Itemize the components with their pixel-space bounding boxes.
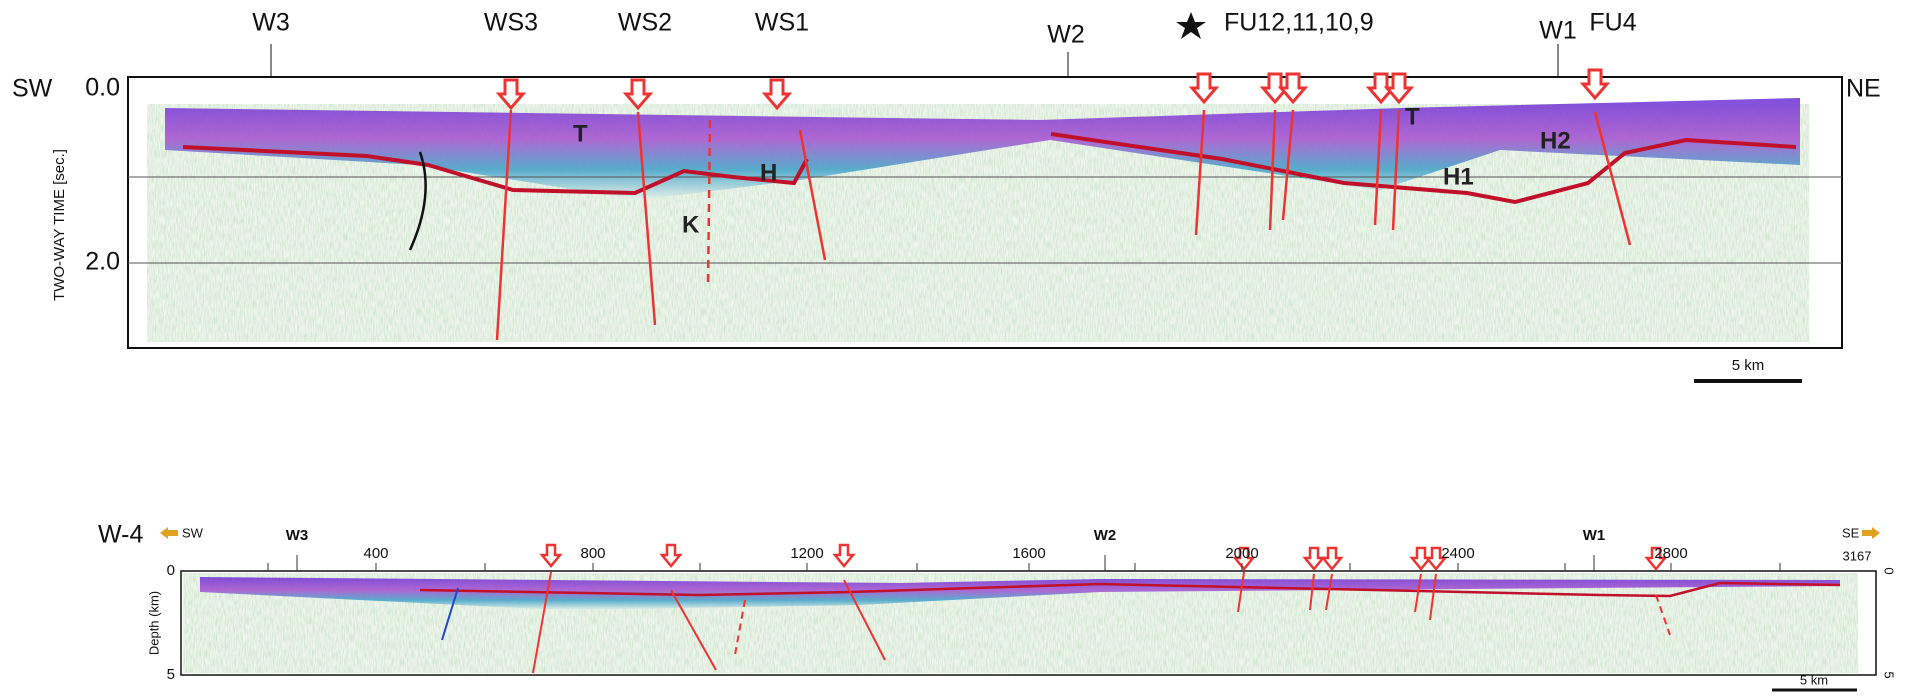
x-tick-label: 2800 [1654,545,1687,562]
x-tick-label: 400 [363,545,388,562]
unit-label: H1 [1443,163,1474,190]
well-ticks [270,44,1559,77]
star-icon [1176,12,1206,39]
unit-label: H [760,159,777,186]
y-axis-title: TWO-WAY TIME [sec.] [51,149,68,301]
seismic-band [200,577,1840,610]
horizon [1050,132,1797,205]
arrow-icon [160,527,178,539]
arrows [540,543,1667,571]
well-label: W2 [1094,527,1117,544]
well-label: W3 [252,9,290,37]
x-tick-label: 2000 [1225,545,1258,562]
unit-label: H2 [1540,127,1571,154]
direction-label: SW [12,75,53,103]
x-tick-label: 1600 [1012,545,1045,562]
arrow-icon [1862,527,1880,539]
fault-black [408,151,427,251]
well-label: W1 [1583,527,1606,544]
horizon [182,145,809,196]
y-tick-label-right: 0 [1882,567,1897,574]
y-tick-label: 2.0 [85,248,120,276]
direction-label: SW [182,525,204,540]
unit-label: K [682,211,700,238]
y-tick-label: 0 [167,562,175,579]
end-label: 3167 [1843,548,1872,563]
y-tick-label: 0.0 [85,74,120,102]
scale-label: 5 km [1732,357,1765,374]
well-label: WS3 [484,9,538,37]
seismic-band [165,98,1800,200]
x-tick-label: 2400 [1441,545,1474,562]
direction-label: NE [1846,75,1881,103]
well-label: W1 [1539,17,1577,45]
y-axis-title: Depth (km) [146,591,161,655]
well-label: WS1 [755,9,809,37]
scale-label: 5 km [1800,672,1828,687]
x-tick-label: 1200 [790,545,823,562]
top-panel: W3 WS3 WS2 WS1 W2 FU12,11,10,9 W1 FU4 SW… [12,9,1881,383]
faults [532,571,1671,674]
y-tick-label: 5 [167,666,175,683]
direction-label: SE [1842,525,1860,540]
fault-blue [441,587,459,641]
well-label: W2 [1047,21,1085,49]
well-label: W3 [286,527,309,544]
line-name: W-4 [98,521,143,549]
x-ticks [267,555,1781,571]
well-label: WS2 [618,9,672,37]
y-tick-label-right: 5 [1882,671,1897,678]
unit-label: T [573,120,588,147]
well-label: FU12,11,10,9 [1224,9,1374,37]
bottom-panel: W-4 SW SE W3 W2 W1 400 800 1200 1600 200… [98,521,1897,692]
x-tick-label: 800 [580,545,605,562]
faults [495,109,1632,341]
horizon [419,581,1841,598]
unit-label: T [1405,103,1420,130]
well-label: FU4 [1589,9,1636,37]
